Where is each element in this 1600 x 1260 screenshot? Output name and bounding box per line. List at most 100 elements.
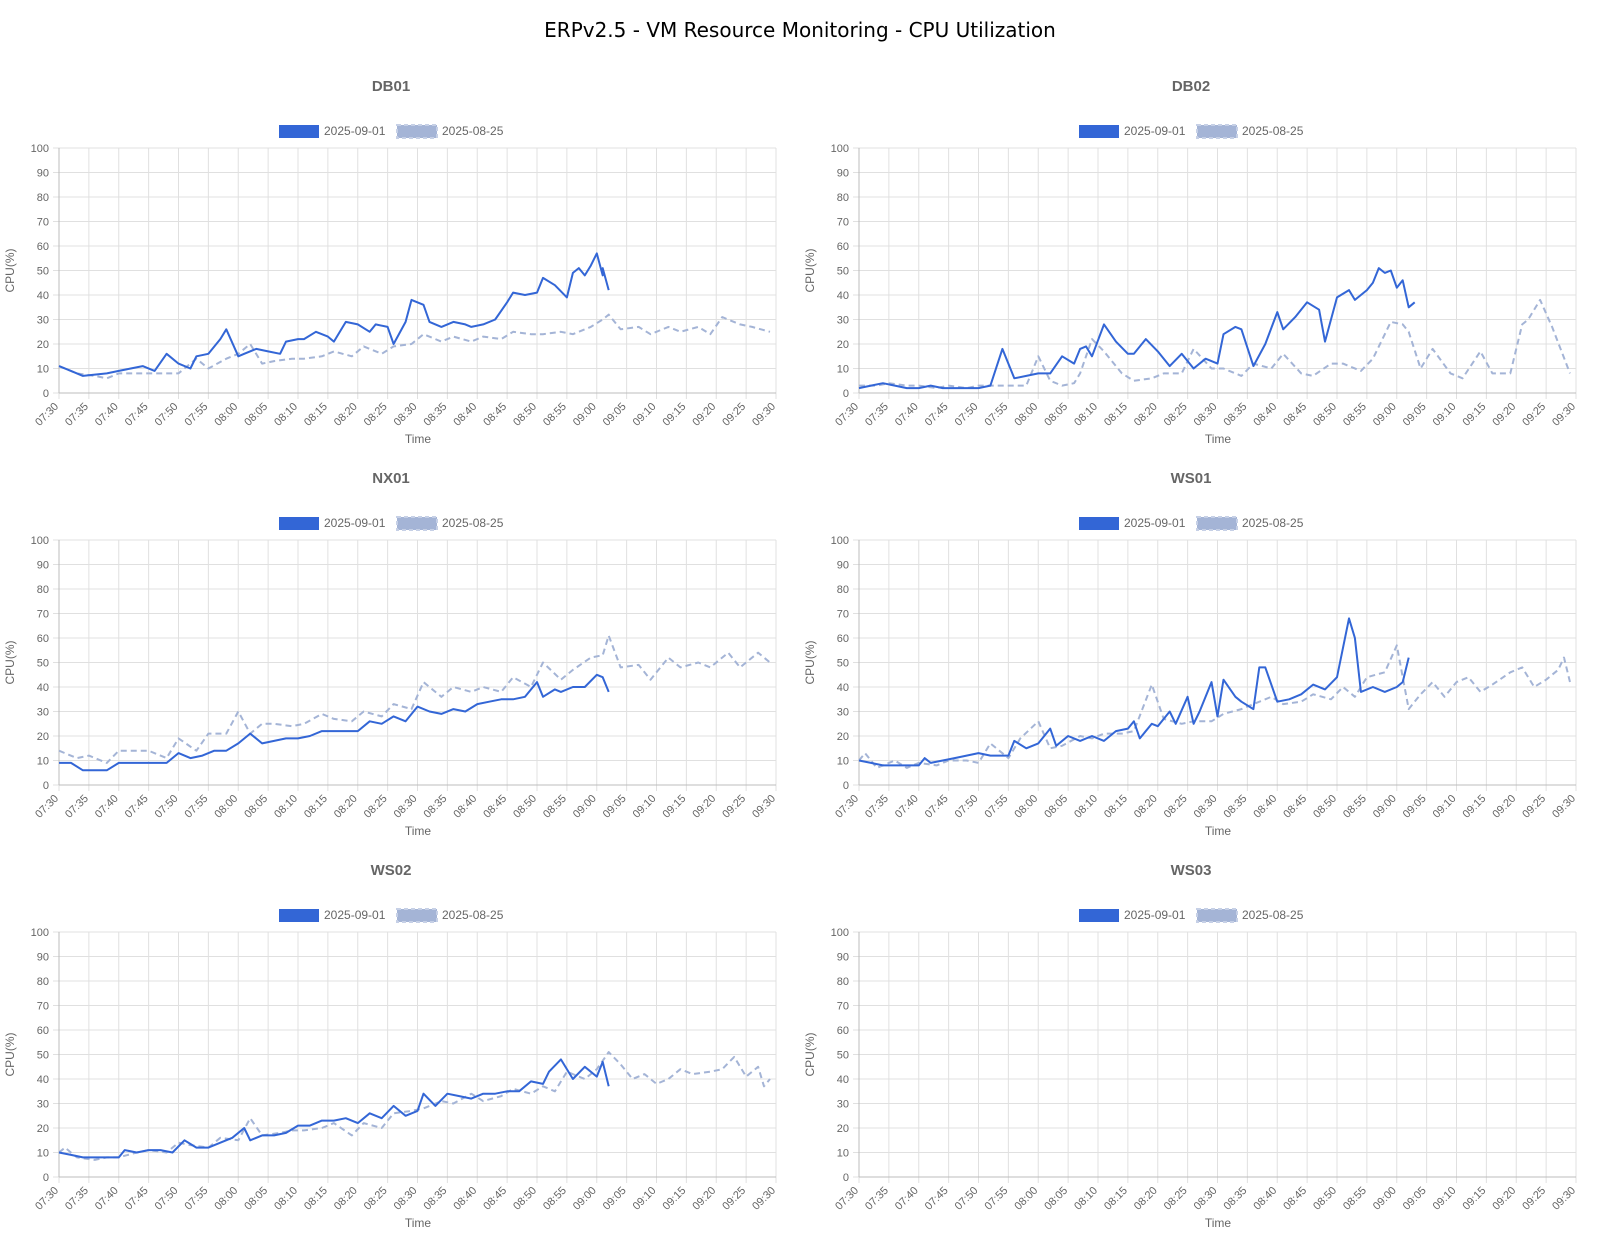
x-tick-label: 08:25 <box>1162 401 1190 429</box>
y-tick-label: 70 <box>837 1001 849 1013</box>
y-tick-label: 50 <box>837 266 849 278</box>
x-tick-label: 09:25 <box>720 1185 748 1213</box>
x-tick-label: 09:20 <box>1490 401 1518 429</box>
x-tick-label: 09:30 <box>1550 793 1578 821</box>
y-tick-label: 40 <box>837 682 849 694</box>
y-tick-label: 20 <box>837 339 849 351</box>
y-tick-label: 90 <box>837 168 849 180</box>
x-tick-label: 08:50 <box>511 1185 539 1213</box>
x-tick-label: 08:50 <box>1311 793 1339 821</box>
x-tick-label: 08:15 <box>1102 401 1130 429</box>
series-line-2025-09-01 <box>59 673 610 772</box>
chart-title: NX01 <box>372 470 410 487</box>
x-tick-label: 09:10 <box>631 793 659 821</box>
y-tick-label: 50 <box>37 1050 49 1062</box>
x-tick-label: 09:10 <box>631 401 659 429</box>
x-tick-label: 07:55 <box>183 793 211 821</box>
y-tick-label: 10 <box>837 1148 849 1160</box>
y-axis-label: CPU(%) <box>803 248 817 292</box>
x-tick-label: 08:40 <box>451 401 479 429</box>
x-tick-label: 07:55 <box>983 1185 1011 1213</box>
x-tick-label: 08:30 <box>1192 1185 1220 1213</box>
chart-legend: 2025-09-01 2025-08-25 <box>279 516 504 531</box>
x-tick-label: 09:25 <box>1520 1185 1548 1213</box>
y-tick-label: 20 <box>37 339 49 351</box>
x-tick-label: 07:30 <box>33 793 61 821</box>
x-tick-label: 08:45 <box>1281 793 1309 821</box>
x-tick-label: 07:55 <box>983 401 1011 429</box>
x-tick-label: 08:20 <box>1132 1185 1160 1213</box>
x-tick-label: 07:45 <box>923 1185 951 1213</box>
chart-title: WS01 <box>1171 470 1212 487</box>
x-tick-label: 09:00 <box>571 401 599 429</box>
y-tick-label: 90 <box>37 952 49 964</box>
y-axis-label: CPU(%) <box>3 248 17 292</box>
y-tick-label: 70 <box>37 609 49 621</box>
x-tick-label: 09:15 <box>661 1185 689 1213</box>
x-tick-label: 08:00 <box>212 1185 240 1213</box>
y-tick-label: 100 <box>31 143 49 155</box>
x-tick-label: 08:05 <box>1042 793 1070 821</box>
x-tick-label: 07:30 <box>33 401 61 429</box>
x-tick-label: 09:10 <box>631 1185 659 1213</box>
x-tick-label: 08:30 <box>392 793 420 821</box>
x-axis-label: Time <box>405 432 432 446</box>
x-tick-label: 08:35 <box>422 401 450 429</box>
y-tick-label: 70 <box>837 217 849 229</box>
y-tick-label: 90 <box>37 168 49 180</box>
y-tick-label: 30 <box>837 315 849 327</box>
legend-swatch-2025-09-01 <box>279 125 319 138</box>
x-tick-label: 08:00 <box>1012 1185 1040 1213</box>
x-tick-label: 07:30 <box>833 1185 861 1213</box>
x-tick-label: 08:10 <box>1072 401 1100 429</box>
x-tick-label: 09:25 <box>720 401 748 429</box>
x-tick-label: 08:30 <box>392 1185 420 1213</box>
legend-label-2025-09-01: 2025-09-01 <box>1124 908 1186 922</box>
x-tick-label: 09:30 <box>750 1185 778 1213</box>
legend-label-2025-09-01: 2025-09-01 <box>1124 516 1186 530</box>
x-tick-label: 08:50 <box>1311 1185 1339 1213</box>
x-tick-label: 09:15 <box>1461 1185 1489 1213</box>
legend-swatch-2025-09-01 <box>279 517 319 530</box>
y-tick-label: 100 <box>31 927 49 939</box>
x-tick-label: 08:55 <box>1341 793 1369 821</box>
x-tick-label: 09:30 <box>1550 401 1578 429</box>
legend-label-2025-08-25: 2025-08-25 <box>1242 516 1304 530</box>
y-tick-label: 40 <box>837 1074 849 1086</box>
chart-legend: 2025-09-01 2025-08-25 <box>1079 908 1304 923</box>
y-tick-label: 10 <box>837 364 849 376</box>
page-title: ERPv2.5 - VM Resource Monitoring - CPU U… <box>544 18 1056 42</box>
y-tick-label: 0 <box>843 388 849 400</box>
legend-label-2025-08-25: 2025-08-25 <box>442 124 504 138</box>
y-tick-label: 30 <box>37 707 49 719</box>
y-tick-label: 100 <box>831 143 849 155</box>
x-tick-label: 07:45 <box>923 793 951 821</box>
y-tick-label: 80 <box>837 976 849 988</box>
x-tick-label: 09:15 <box>1461 793 1489 821</box>
x-tick-label: 09:20 <box>1490 793 1518 821</box>
x-tick-label: 09:00 <box>1371 401 1399 429</box>
y-tick-label: 0 <box>43 1172 49 1184</box>
y-tick-label: 70 <box>37 1001 49 1013</box>
chart-title: WS02 <box>371 862 412 879</box>
y-tick-label: 0 <box>843 780 849 792</box>
x-tick-label: 09:25 <box>1520 401 1548 429</box>
chart-title: DB02 <box>1172 78 1210 95</box>
y-tick-label: 10 <box>837 756 849 768</box>
y-tick-label: 20 <box>837 1123 849 1135</box>
legend-label-2025-09-01: 2025-09-01 <box>324 124 386 138</box>
x-tick-label: 08:40 <box>1251 793 1279 821</box>
x-tick-label: 07:35 <box>63 793 91 821</box>
chart-panel-db02: DB02 2025-09-01 2025-08-25 0 10 20 30 40 50 60 70 8… <box>803 78 1578 446</box>
x-tick-label: 08:00 <box>1012 793 1040 821</box>
y-axis-label: CPU(%) <box>803 640 817 684</box>
y-tick-label: 10 <box>37 1148 49 1160</box>
legend-label-2025-09-01: 2025-09-01 <box>1124 124 1186 138</box>
x-tick-label: 09:10 <box>1431 401 1459 429</box>
legend-label-2025-08-25: 2025-08-25 <box>442 908 504 922</box>
x-tick-label: 09:15 <box>661 401 689 429</box>
x-tick-label: 08:35 <box>1222 793 1250 821</box>
x-tick-label: 08:40 <box>1251 1185 1279 1213</box>
y-tick-label: 60 <box>37 1025 49 1037</box>
